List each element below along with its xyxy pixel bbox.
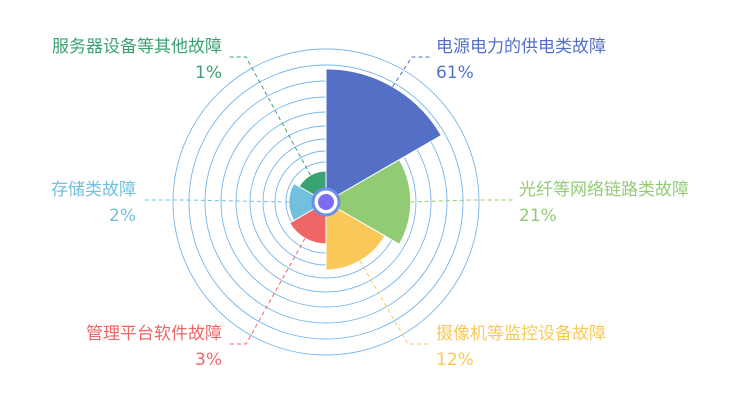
label-leader-line (392, 56, 430, 87)
slice-name-label: 存储类故障 (51, 180, 136, 200)
slice-name-label: 管理平台软件故障 (86, 324, 222, 344)
label-leader-line (410, 199, 513, 203)
background-ring (188, 64, 464, 340)
background-ring (172, 48, 480, 356)
slice-value-label: 2% (109, 206, 136, 226)
label-leader-line (228, 56, 311, 176)
slice-name-label: 服务器设备等其他故障 (52, 37, 222, 57)
slice-name-label: 光纤等网络链路类故障 (519, 180, 689, 200)
slice-value-label: 61% (436, 63, 474, 83)
label-leader-line (142, 199, 289, 203)
slice-value-label: 1% (195, 63, 222, 83)
label-leader-line (228, 238, 306, 345)
center-dot (318, 194, 334, 210)
slice-name-label: 摄像机等监控设备故障 (436, 324, 606, 344)
slice-value-label: 12% (436, 350, 474, 370)
slice-value-label: 21% (519, 206, 557, 226)
slice-name-label: 电源电力的供电类故障 (436, 37, 606, 57)
slice-value-label: 3% (195, 350, 222, 370)
